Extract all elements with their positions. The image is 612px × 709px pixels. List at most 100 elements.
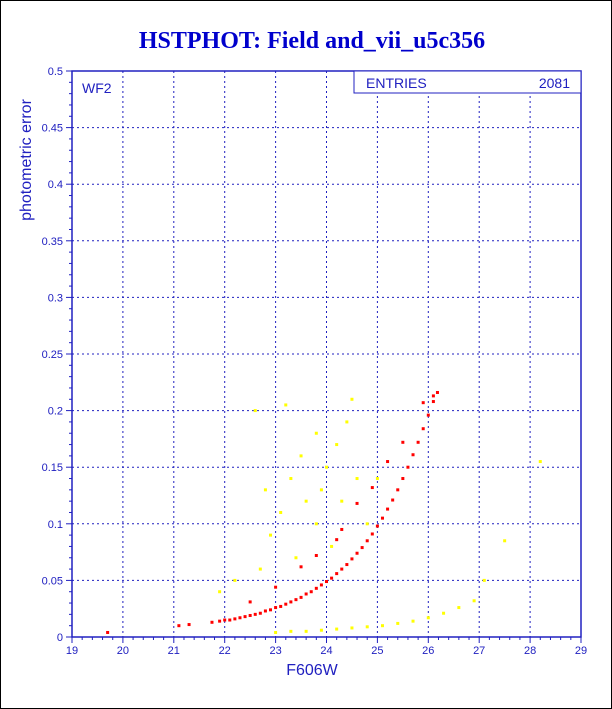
data-point [375, 477, 379, 481]
data-point [370, 486, 374, 490]
x-tick-label: 27 [473, 645, 485, 657]
data-point [218, 619, 222, 623]
data-point [304, 629, 308, 633]
data-point [386, 507, 390, 511]
data-point [248, 600, 252, 604]
data-point [330, 576, 334, 580]
data-point [340, 527, 344, 531]
data-points [106, 390, 542, 634]
stats-label: ENTRIES [366, 75, 427, 91]
data-point [218, 590, 222, 594]
data-point [335, 627, 339, 631]
data-point [314, 522, 318, 526]
data-point [294, 556, 298, 560]
data-point [314, 586, 318, 590]
data-point [319, 583, 323, 587]
data-point [314, 553, 318, 557]
data-point [289, 629, 293, 633]
y-tick-label: 0 [57, 632, 63, 644]
data-point [340, 499, 344, 503]
data-point [233, 578, 237, 582]
x-tick-label: 25 [371, 645, 383, 657]
data-point [243, 615, 247, 619]
data-point [426, 413, 430, 417]
data-point [345, 420, 349, 424]
data-point [503, 539, 507, 543]
data-point [426, 616, 430, 620]
data-point [284, 602, 288, 606]
data-point [431, 400, 435, 404]
data-point [177, 624, 181, 628]
x-tick-label: 29 [575, 645, 587, 657]
y-tick-label: 0.45 [42, 123, 63, 135]
data-point [258, 567, 262, 571]
data-point [289, 477, 293, 481]
data-point [233, 617, 237, 621]
data-point [279, 604, 283, 608]
data-point [319, 628, 323, 632]
data-point [335, 572, 339, 576]
panel-label: WF2 [82, 80, 112, 96]
stats-box [353, 70, 582, 94]
data-point [289, 600, 293, 604]
data-point [435, 390, 439, 394]
data-point [411, 619, 415, 623]
data-point [269, 533, 273, 537]
data-point [335, 538, 339, 542]
data-point [106, 630, 110, 634]
data-point [304, 592, 308, 596]
y-axis-label: photometric error [18, 98, 35, 220]
data-point [365, 522, 369, 526]
data-point [350, 397, 354, 401]
data-point [253, 409, 257, 413]
x-tick-label: 22 [219, 645, 231, 657]
data-point [472, 599, 476, 603]
x-tick-label: 20 [117, 645, 129, 657]
data-point [210, 620, 214, 624]
data-point [274, 606, 278, 610]
x-tick-label: 26 [422, 645, 434, 657]
data-point [457, 606, 461, 610]
grid-lines [72, 71, 581, 637]
y-tick-label: 0.25 [42, 349, 63, 361]
y-tick-label: 0.2 [48, 406, 63, 418]
data-point [391, 498, 395, 502]
data-point [416, 440, 420, 444]
data-point [350, 557, 354, 561]
y-tick-label: 0.15 [42, 462, 63, 474]
chart-title: HSTPHOT: Field and_vii_u5c356 [139, 28, 485, 54]
data-point [223, 618, 227, 622]
data-point [350, 626, 354, 630]
data-point [263, 609, 267, 613]
data-point [340, 567, 344, 571]
x-tick-label: 24 [320, 645, 332, 657]
data-point [406, 465, 410, 469]
data-point [401, 440, 405, 444]
data-point [274, 585, 278, 589]
data-point [375, 524, 379, 528]
data-point [263, 488, 267, 492]
y-tick-label: 0.4 [48, 179, 63, 191]
x-tick-label: 28 [524, 645, 536, 657]
stats-value: 2081 [539, 75, 570, 91]
data-point [396, 488, 400, 492]
data-point [355, 551, 359, 555]
data-point [319, 488, 323, 492]
data-point [442, 611, 446, 615]
y-tick-label: 0.1 [48, 519, 63, 531]
data-point [355, 501, 359, 505]
data-point [279, 510, 283, 514]
data-point [304, 499, 308, 503]
x-tick-label: 23 [269, 645, 281, 657]
data-point [253, 612, 257, 616]
data-point [228, 618, 232, 622]
y-tick-label: 0.05 [42, 575, 63, 587]
data-point [345, 563, 349, 567]
data-point [380, 624, 384, 628]
x-tick-label: 19 [66, 645, 78, 657]
data-point [421, 401, 425, 405]
x-tick-label: 21 [168, 645, 180, 657]
data-point [401, 477, 405, 481]
y-tick-label: 0.5 [48, 66, 63, 78]
